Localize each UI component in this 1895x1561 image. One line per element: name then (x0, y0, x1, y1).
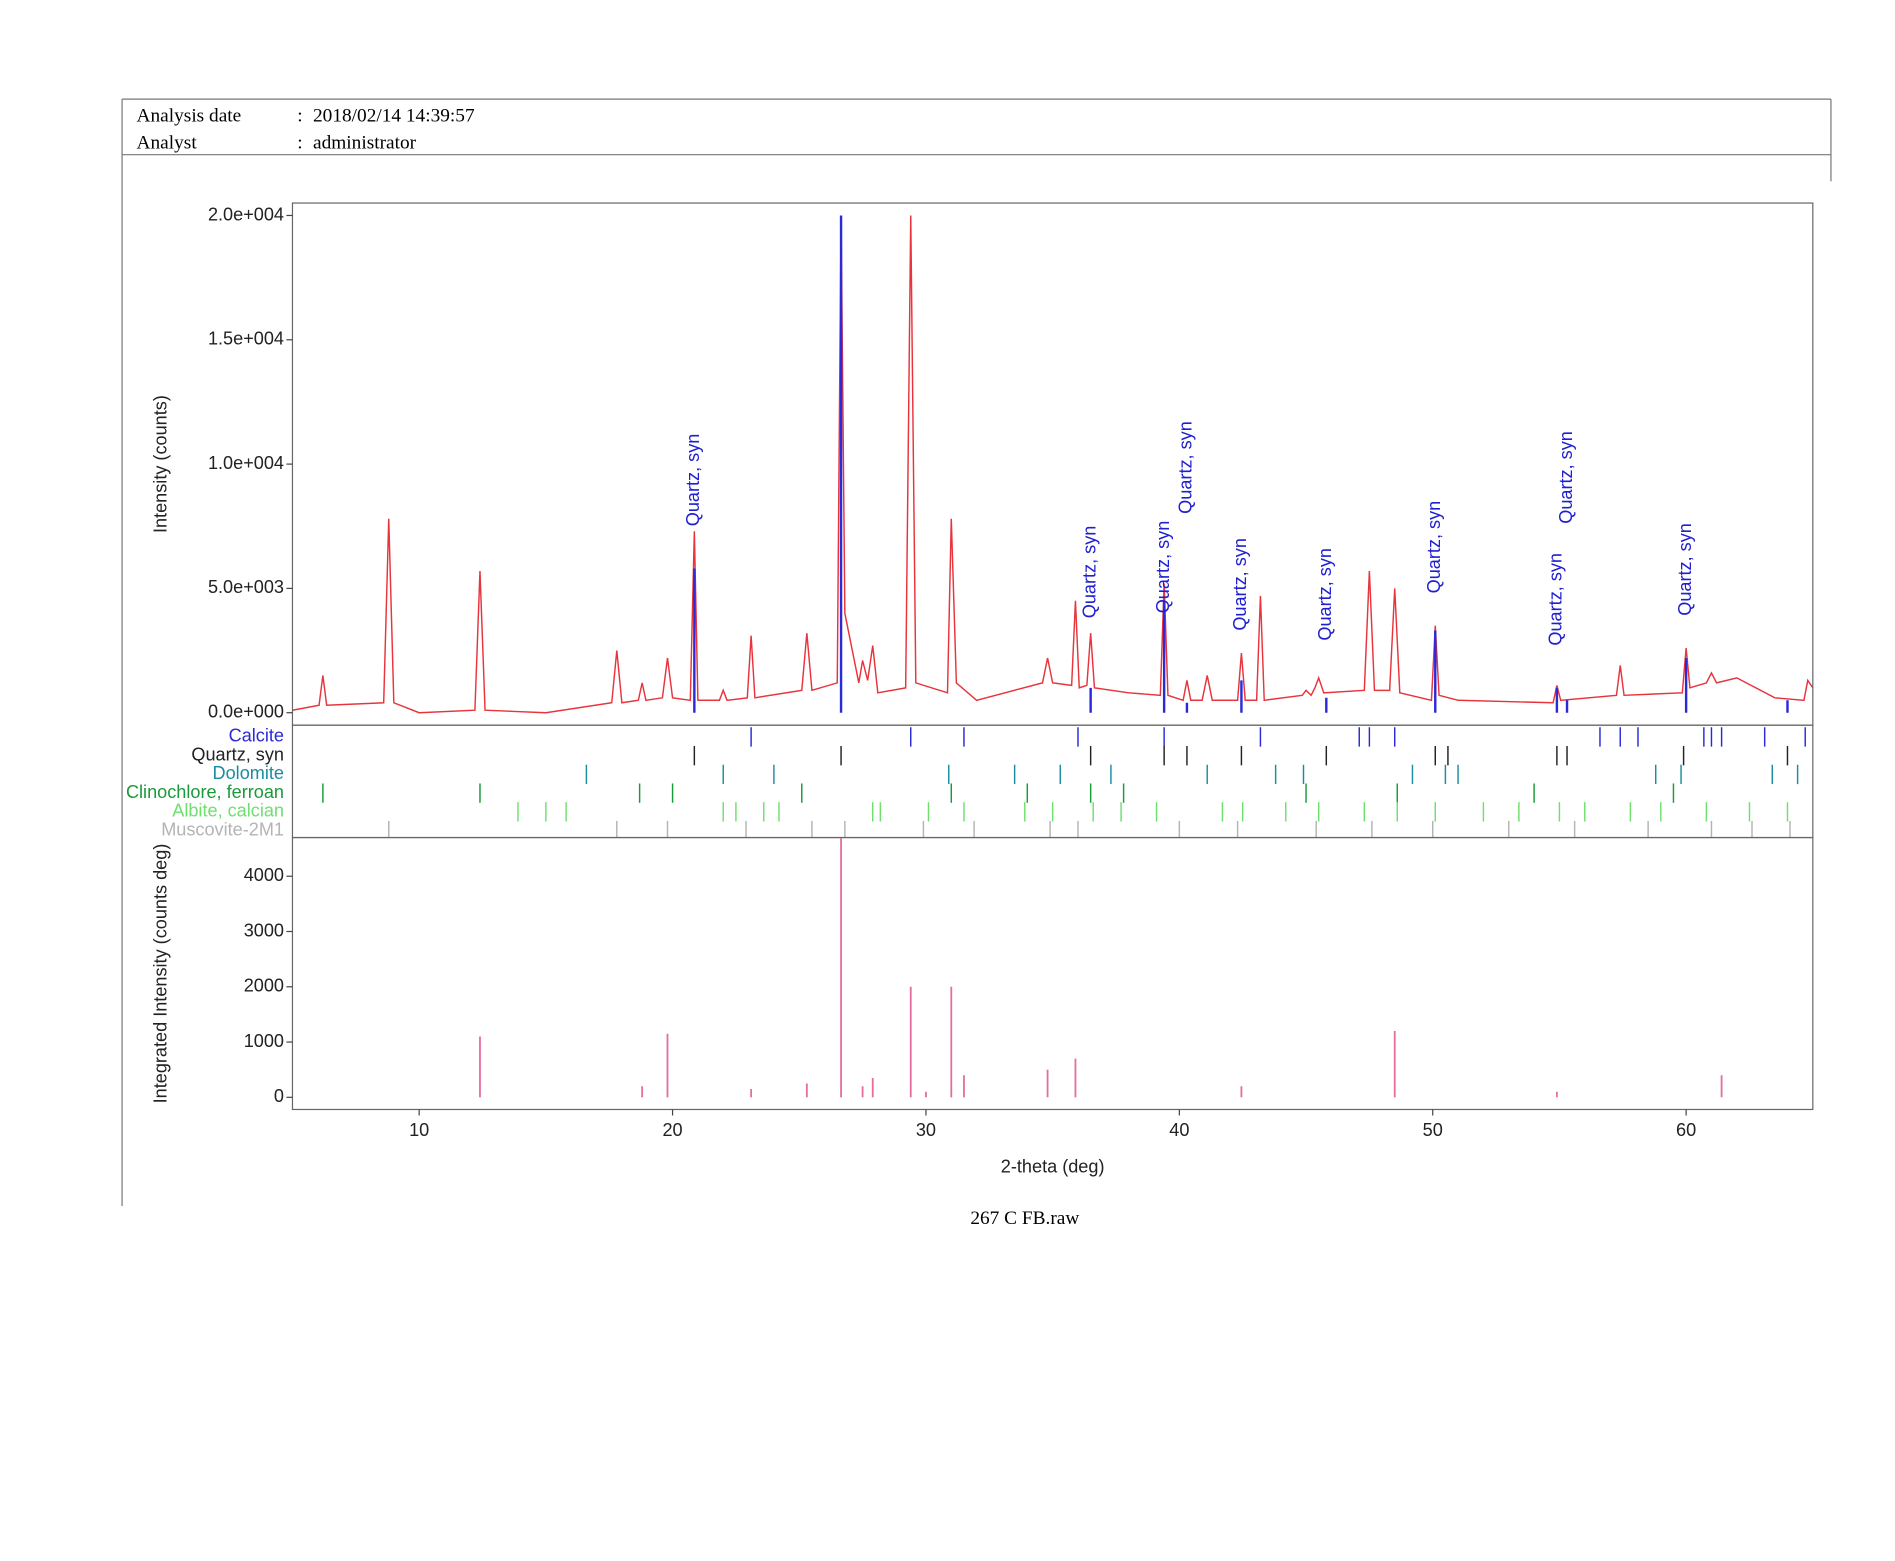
legend-label: Clinochlore, ferroan (126, 782, 284, 802)
x-tick-label: 60 (1676, 1120, 1696, 1140)
legend-label: Quartz, syn (191, 744, 284, 764)
x-tick-label: 30 (916, 1120, 936, 1140)
y-tick-label: 2000 (244, 976, 284, 996)
y-axis-label: Intensity (counts) (151, 395, 171, 533)
peak-annotation: Quartz, syn (683, 434, 703, 527)
y-tick-label: 1.5e+004 (208, 329, 284, 349)
header-label: Analyst (137, 132, 198, 153)
y-tick-label: 5.0e+003 (208, 577, 284, 597)
x-tick-label: 40 (1169, 1120, 1189, 1140)
x-tick-label: 20 (662, 1120, 682, 1140)
y-tick-label: 4000 (244, 865, 284, 885)
peak-annotation: Quartz, syn (1315, 548, 1335, 641)
peak-annotation: Quartz, syn (1546, 553, 1566, 646)
header-value: administrator (313, 132, 417, 153)
report-frame (121, 98, 1832, 1207)
y-tick-label: 0.0e+000 (208, 701, 284, 721)
caption: 267 C FB.raw (970, 1208, 1079, 1229)
panel-frame (291, 202, 1814, 726)
peak-annotation: Quartz, syn (1424, 501, 1444, 594)
peak-annotation: Quartz, syn (1079, 526, 1099, 619)
peak-annotation: Quartz, syn (1176, 421, 1196, 514)
header-colon: : (297, 132, 302, 153)
plot-area (322, 727, 1806, 838)
header-value: 2018/02/14 14:39:57 (313, 106, 475, 127)
y-tick-label: 0 (274, 1086, 284, 1106)
x-tick-label: 50 (1423, 1120, 1443, 1140)
y-tick-label: 1.0e+004 (208, 453, 284, 473)
y-tick-label: 3000 (244, 920, 284, 940)
y-tick-label: 2.0e+004 (208, 204, 284, 224)
peak-annotation: Quartz, syn (1153, 521, 1173, 614)
peak-annotation: Quartz, syn (1556, 431, 1576, 524)
y-tick-label: 1000 (244, 1031, 284, 1051)
legend-label: Muscovite-2M1 (161, 819, 284, 839)
peak-annotation: Quartz, syn (1230, 538, 1250, 631)
pattern-line (292, 215, 1813, 714)
x-axis-label: 2-theta (deg) (1001, 1156, 1105, 1176)
header-colon: : (297, 106, 302, 127)
legend-label: Dolomite (213, 763, 284, 783)
x-tick-label: 10 (409, 1120, 429, 1140)
legend-label: Calcite (229, 726, 284, 746)
legend-label: Albite, calcian (172, 801, 284, 821)
plot-area (479, 837, 1723, 1098)
panel-frame (291, 836, 1814, 1111)
peak-annotation: Quartz, syn (1675, 523, 1695, 616)
header-label: Analysis date (137, 106, 242, 127)
plot-area (292, 215, 1813, 714)
y-axis-label: Integrated Intensity (counts deg) (151, 844, 171, 1104)
